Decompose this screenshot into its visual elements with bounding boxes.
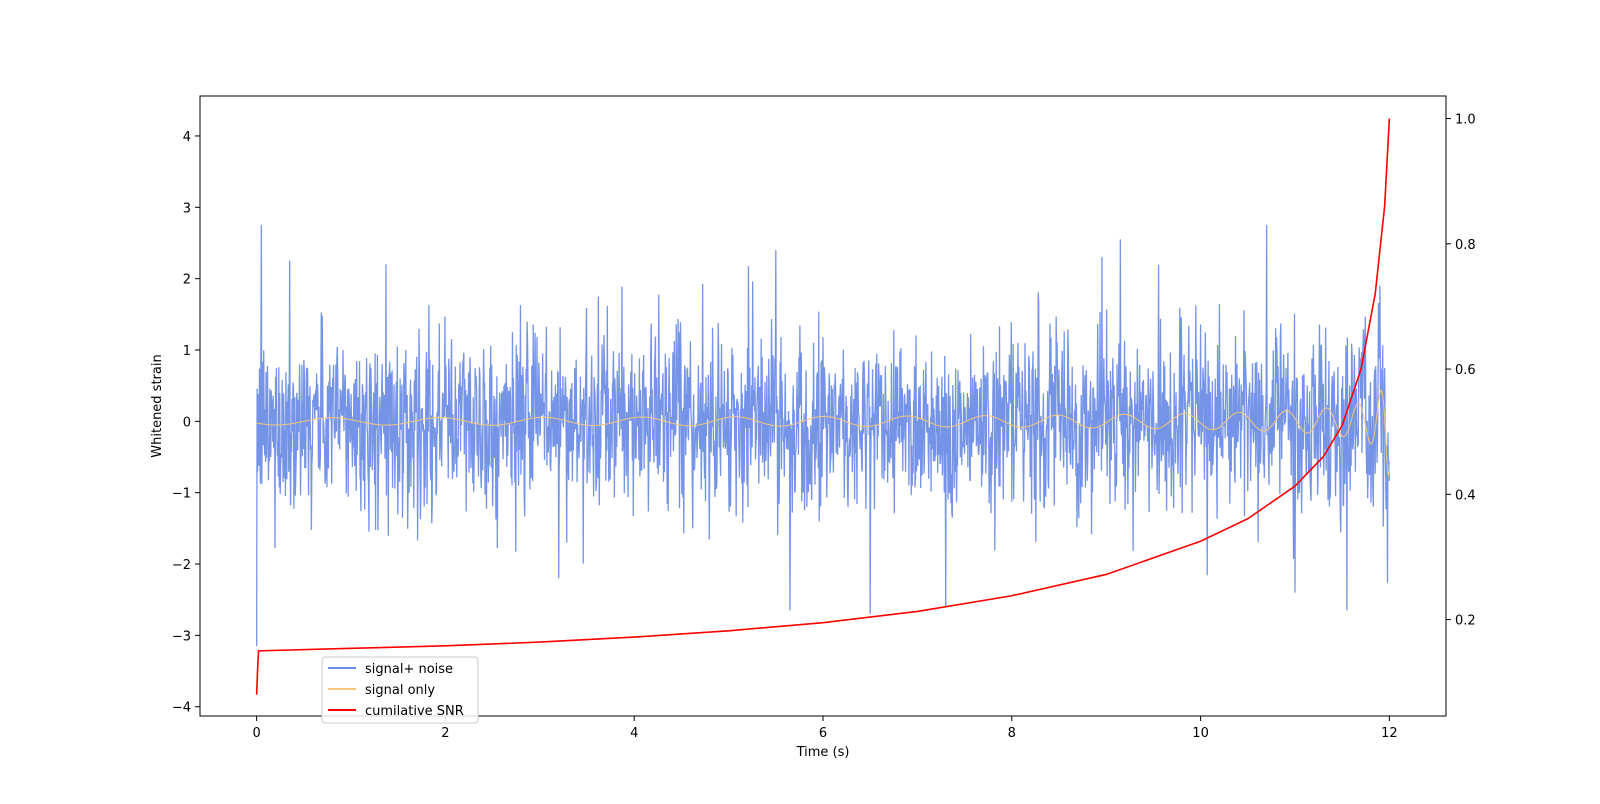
y-tick-label: 2 — [183, 273, 191, 288]
series-line-signal-noise — [255, 225, 1391, 647]
y2-tick-label: 0.6 — [1455, 363, 1476, 378]
y-tick-label: 0 — [183, 415, 191, 430]
series-layer — [255, 118, 1391, 695]
x-tick-label: 0 — [252, 726, 260, 741]
x-tick-label: 10 — [1192, 726, 1209, 741]
y-axis-label: Whitened strain — [150, 354, 165, 457]
series-line-cumulative-snr — [255, 118, 1391, 695]
legend-label-signal-noise: signal+ noise — [365, 662, 453, 677]
legend-label-signal-only: signal only — [365, 683, 435, 698]
y-tick-label: −2 — [172, 558, 191, 573]
x-tick-label: 6 — [819, 726, 827, 741]
legend-label-cumulative-snr: cumilative SNR — [365, 704, 464, 719]
x-axis: 0 2 4 6 8 10 12 — [252, 716, 1398, 741]
series-line-signal-only — [256, 389, 1390, 477]
y-axis-left: −4 −3 −2 −1 0 1 2 3 4 — [172, 130, 200, 716]
x-tick-label: 4 — [630, 726, 638, 741]
y-tick-label: 3 — [183, 201, 191, 216]
x-tick-label: 8 — [1008, 726, 1016, 741]
y-tick-label: 4 — [183, 130, 191, 145]
y-axis-right: 0.2 0.4 0.6 0.8 1.0 — [1446, 113, 1476, 629]
y2-tick-label: 0.4 — [1455, 488, 1476, 503]
x-axis-label: Time (s) — [796, 745, 850, 760]
x-tick-label: 12 — [1381, 726, 1398, 741]
y2-tick-label: 1.0 — [1455, 113, 1476, 128]
y-tick-label: −1 — [172, 487, 191, 502]
y-tick-label: 1 — [183, 344, 191, 359]
y2-tick-label: 0.2 — [1455, 614, 1476, 629]
y-tick-label: −4 — [172, 701, 191, 716]
y-tick-label: −3 — [172, 629, 191, 644]
legend-box — [321, 656, 479, 724]
x-tick-label: 2 — [441, 726, 449, 741]
y2-tick-label: 0.8 — [1455, 238, 1476, 253]
legend: signal+ noise signal only cumilative SNR — [321, 656, 479, 724]
